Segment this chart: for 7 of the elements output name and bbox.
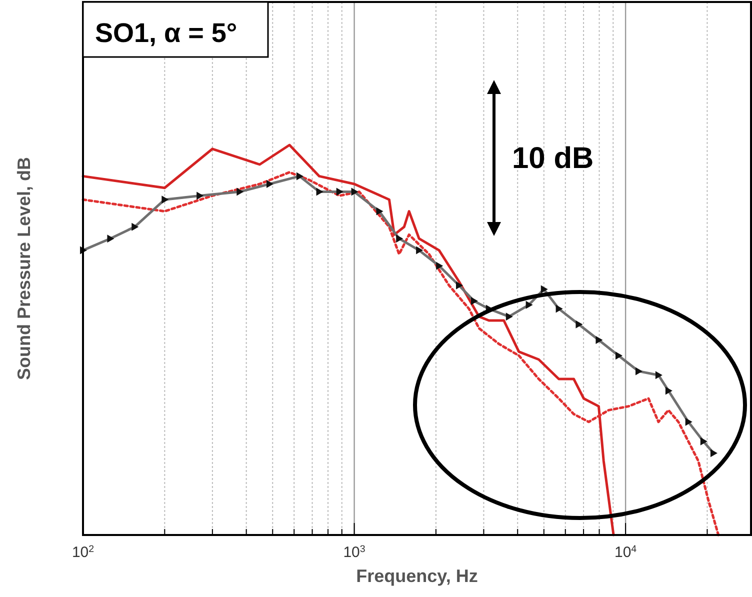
text: SO1, α = 5° [95, 18, 238, 48]
x-tick-label: 10$^{2}$ [72, 544, 94, 561]
x-tick-label: 10$^{4}$ [614, 544, 638, 561]
x-axis-title: Frequency, Hz [356, 566, 478, 586]
x-tick-label: 10$^{3}$ [343, 544, 366, 561]
y-axis-title: Sound Pressure Level, dB [14, 156, 34, 380]
annotation: 10 dB [512, 142, 594, 175]
